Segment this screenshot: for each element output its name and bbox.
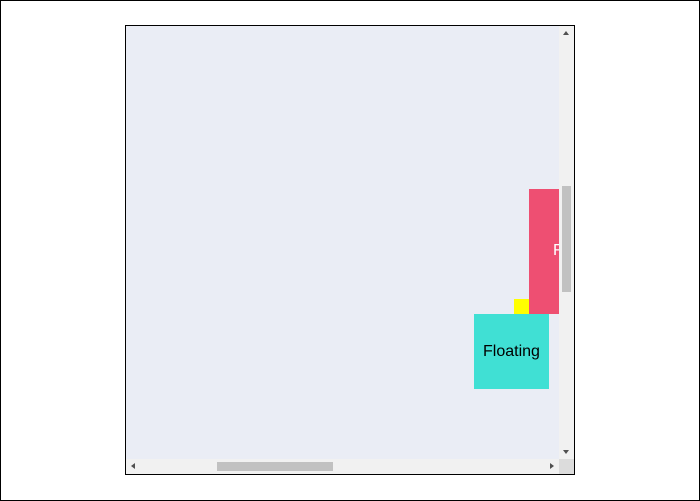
floating-box-label: Floating — [483, 342, 540, 360]
vertical-scrollbar-thumb[interactable] — [562, 186, 571, 292]
scroll-left-icon[interactable] — [131, 463, 135, 469]
pink-box: F — [529, 189, 559, 314]
floating-box: Floating — [474, 314, 549, 389]
scroll-content-background — [126, 26, 559, 459]
yellow-box — [514, 299, 529, 314]
scroll-container[interactable]: F Floating — [125, 25, 575, 475]
scrollbar-corner — [559, 459, 574, 474]
horizontal-scrollbar[interactable] — [126, 459, 559, 474]
scroll-up-icon[interactable] — [563, 31, 569, 35]
horizontal-scrollbar-thumb[interactable] — [217, 462, 333, 471]
scroll-viewport[interactable]: F Floating — [126, 26, 559, 459]
vertical-scrollbar[interactable] — [559, 26, 574, 459]
pink-box-label: F — [553, 242, 559, 260]
scroll-down-icon[interactable] — [563, 450, 569, 454]
scroll-right-icon[interactable] — [550, 463, 554, 469]
